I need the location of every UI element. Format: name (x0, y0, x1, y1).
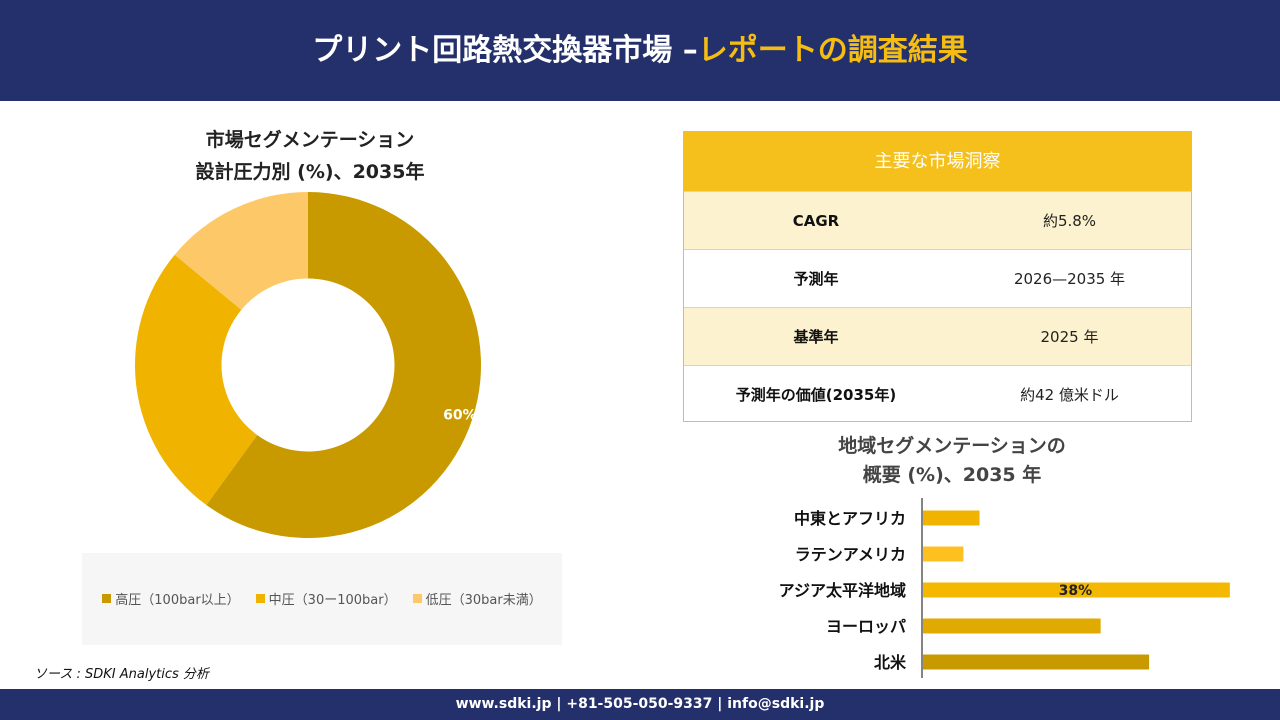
bar-chart-title: 地域セグメンテーションの 概要 (%)、2035 年 (782, 432, 1122, 490)
donut-slice (135, 254, 258, 505)
legend-item: 低圧（30bar未満） (412, 589, 542, 608)
bar (923, 546, 964, 562)
legend-item: 中圧（30ー100bar） (255, 589, 397, 608)
legend-swatch (412, 594, 422, 603)
insight-row-forecast-period: 予測年 2026—2035 年 (684, 249, 1191, 307)
footer-contact: www.sdki.jp | +81-505-050-9337 | info@sd… (455, 696, 825, 712)
legend-label: 低圧（30bar未満） (425, 593, 542, 608)
insights-heading: 主要な市場洞察 (684, 132, 1191, 191)
bar-data-label: 38% (1059, 583, 1093, 599)
bar (923, 654, 1150, 670)
legend-label: 中圧（30ー100bar） (268, 593, 397, 608)
insight-key: 予測年の価値(2035年) (735, 386, 897, 404)
bar-title-line1: 地域セグメンテーションの (838, 435, 1066, 457)
header-banner: プリント回路熱交換器市場 –レポートの調査結果 (0, 0, 1280, 101)
donut-title-line2: 設計圧力別 (%)、2035年 (195, 161, 425, 183)
donut-legend-panel: 高圧（100bar以上） 中圧（30ー100bar） 低圧（30bar未満） (82, 553, 562, 645)
donut-slice (174, 192, 308, 310)
bar (923, 582, 1230, 598)
insight-value: 2026—2035 年 (1013, 270, 1126, 288)
insight-value: 約42 億米ドル (1020, 386, 1119, 404)
legend-item: 高圧（100bar以上） (102, 589, 240, 608)
bar-category-label: 中東とアフリカ (794, 509, 906, 528)
legend-label: 高圧（100bar以上） (115, 593, 240, 608)
bar (923, 618, 1101, 634)
insight-value: 約5.8% (1042, 212, 1097, 230)
legend-swatch (255, 594, 265, 603)
title-accent: レポートの調査結果 (697, 33, 968, 68)
title-main: プリント回路熱交換器市場 – (312, 33, 698, 68)
bar-category-label: ラテンアメリカ (795, 545, 906, 564)
page-title: プリント回路熱交換器市場 –レポートの調査結果 (0, 0, 1280, 101)
bar-category-label: ヨーロッパ (826, 617, 906, 636)
bar (923, 510, 980, 526)
insight-row-cagr: CAGR 約5.8% (684, 191, 1191, 249)
insight-value: 2025 年 (1040, 328, 1099, 346)
donut-data-label: 60% (443, 407, 477, 423)
donut-chart-title: 市場セグメンテーション 設計圧力別 (%)、2035年 (130, 124, 490, 188)
donut-title-line1: 市場セグメンテーション (205, 129, 415, 151)
legend-swatch (102, 594, 112, 603)
bar-title-line2: 概要 (%)、2035 年 (862, 464, 1042, 486)
insight-row-base-year: 基準年 2025 年 (684, 307, 1191, 365)
donut-slice (206, 192, 481, 538)
insights-table: 主要な市場洞察 CAGR 約5.8% 予測年 2026—2035 年 基準年 2… (683, 131, 1192, 422)
insight-row-forecast-value: 予測年の価値(2035年) 約42 億米ドル (684, 365, 1191, 423)
insight-key: 基準年 (793, 328, 839, 346)
bar-category-label: 北米 (874, 653, 907, 672)
bar-category-label: アジア太平洋地域 (779, 581, 906, 600)
source-note: ソース : SDKI Analytics 分析 (34, 667, 209, 682)
insight-key: CAGR (792, 211, 840, 230)
footer-banner: www.sdki.jp | +81-505-050-9337 | info@sd… (0, 689, 1280, 720)
insight-key: 予測年 (793, 270, 839, 288)
donut-chart: 60% (135, 192, 481, 538)
donut-legend: 高圧（100bar以上） 中圧（30ー100bar） 低圧（30bar未満） (82, 589, 562, 608)
